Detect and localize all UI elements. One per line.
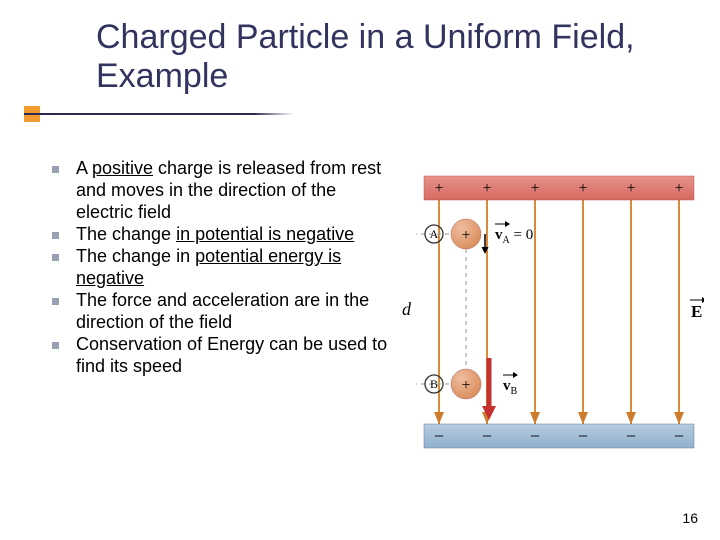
svg-text:−: −: [530, 426, 540, 446]
svg-text:d: d: [402, 299, 412, 319]
svg-text:+: +: [482, 180, 491, 197]
svg-text:+: +: [461, 227, 470, 244]
bullet-text-underline: positive: [92, 158, 153, 178]
bullet-text-post: The force and acceleration are in the di…: [76, 290, 369, 332]
page-title: Charged Particle in a Uniform Field, Exa…: [96, 18, 700, 96]
svg-text:−: −: [626, 426, 636, 446]
bullet-item: The force and acceleration are in the di…: [50, 290, 390, 334]
svg-text:+: +: [530, 180, 539, 197]
svg-text:−: −: [434, 426, 444, 446]
bullet-text-underline: in potential is negative: [176, 224, 354, 244]
svg-text:+: +: [578, 180, 587, 197]
svg-text:vA = 0: vA = 0: [495, 227, 533, 246]
svg-text:+: +: [461, 377, 470, 394]
bullet-item: The change in potential energy is negati…: [50, 246, 390, 290]
field-diagram: + + + + + + − − − − − − d + + A BvA = 0 vB E: [394, 170, 704, 460]
bullet-text-post: Conservation of Energy can be used to fi…: [76, 334, 387, 376]
bullet-text-pre: The change: [76, 224, 176, 244]
bullet-item: A positive charge is released from rest …: [50, 158, 390, 224]
svg-text:+: +: [626, 180, 635, 197]
bullet-item: The change in potential is negative: [50, 224, 390, 246]
svg-text:vB: vB: [503, 378, 518, 397]
title-underline: [24, 113, 294, 115]
page-number: 16: [682, 510, 698, 526]
bullet-text-pre: The change in: [76, 246, 195, 266]
svg-text:A: A: [430, 227, 439, 241]
svg-text:+: +: [674, 180, 683, 197]
svg-text:+: +: [434, 180, 443, 197]
svg-text:−: −: [674, 426, 684, 446]
bullet-item: Conservation of Energy can be used to fi…: [50, 334, 390, 378]
svg-text:−: −: [578, 426, 588, 446]
svg-text:−: −: [482, 426, 492, 446]
bullet-text-pre: A: [76, 158, 92, 178]
svg-text:B: B: [430, 377, 438, 391]
svg-text:E: E: [691, 302, 702, 321]
bullet-content: A positive charge is released from rest …: [50, 158, 390, 378]
